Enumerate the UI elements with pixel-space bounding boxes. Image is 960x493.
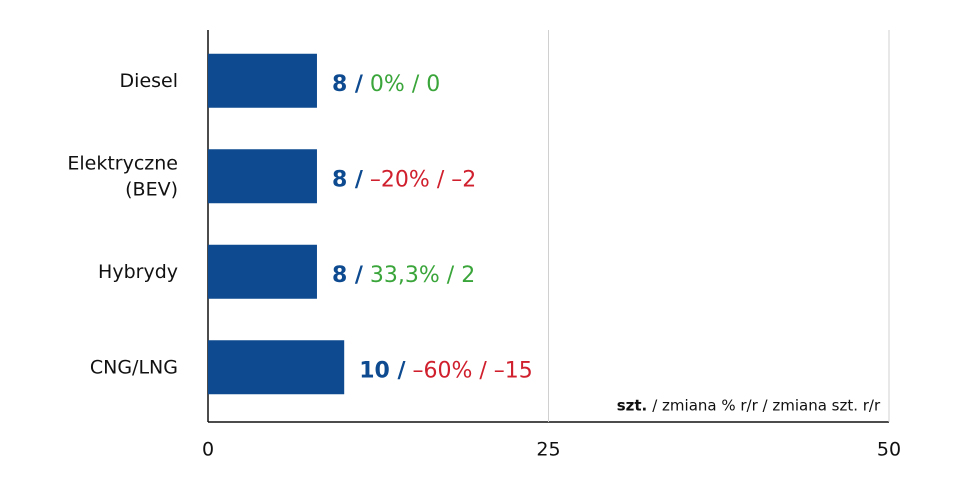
annotation: / zmiana % r/r / zmiana szt. r/r — [652, 397, 881, 415]
change-label: –20% / –2 — [370, 167, 476, 192]
annotation-bold: szt. — [617, 397, 648, 415]
change-label: 33,3% / 2 — [370, 263, 475, 288]
bar — [208, 149, 317, 204]
change-label: –60% / –15 — [412, 358, 532, 383]
y-tick-label: CNG/LNG — [90, 356, 178, 378]
bar — [208, 53, 317, 108]
value-label: 8 / — [332, 263, 364, 288]
x-tick-label: 25 — [536, 439, 560, 461]
change-label: 0% / 0 — [370, 72, 440, 97]
bar — [208, 340, 345, 395]
x-tick-label: 0 — [202, 439, 214, 461]
x-tick-label: 50 — [877, 439, 901, 461]
value-label: 8 / — [332, 167, 364, 192]
value-label: 10 / — [359, 358, 406, 383]
bar — [208, 244, 317, 299]
y-tick-label: Hybrydy — [98, 260, 178, 282]
y-tick-label: Elektryczne (BEV) — [67, 152, 178, 200]
y-tick-label: Diesel — [120, 69, 178, 91]
value-label: 8 / — [332, 72, 364, 97]
